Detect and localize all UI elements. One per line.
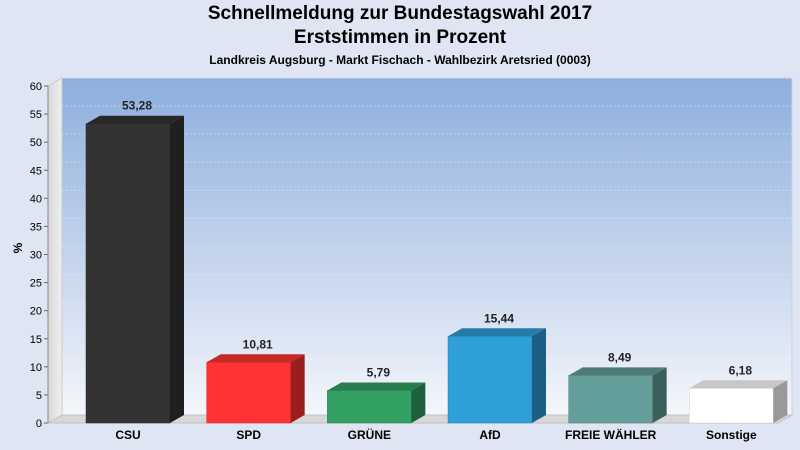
bar-front <box>85 123 171 424</box>
bar-freie-wähler: 8,49 <box>568 350 667 424</box>
bar-front <box>568 375 653 424</box>
bar-value-label: 10,81 <box>243 337 273 351</box>
bar-top <box>86 115 184 124</box>
bar-side <box>290 354 305 423</box>
y-tick-label: 45 <box>30 165 42 177</box>
bar-front <box>689 388 774 424</box>
bar-side <box>411 382 426 423</box>
bars: 53,28 10,81 5,79 15,44 8,49 6,18 <box>85 99 788 424</box>
category-label: FREIE WÄHLER <box>565 427 657 442</box>
category-label: AfD <box>479 428 501 442</box>
bar-top <box>327 382 426 391</box>
bar-top <box>689 380 788 389</box>
bar-value-label: 53,28 <box>122 99 152 113</box>
bar-top <box>568 367 667 376</box>
y-tick-label: 10 <box>30 362 42 374</box>
y-tick-label: 55 <box>30 109 42 121</box>
category-label: SPD <box>236 428 261 442</box>
bar-csu: 53,28 <box>85 99 184 424</box>
bar-front <box>206 362 291 424</box>
y-tick-label: 50 <box>30 137 42 149</box>
bar-top <box>448 328 546 337</box>
bar-side <box>652 367 667 423</box>
bar-value-label: 8,49 <box>608 350 632 364</box>
bar-top <box>206 354 305 363</box>
chart-subtitle: Erststimmen in Prozent <box>293 27 507 48</box>
bar-side <box>170 115 184 423</box>
y-tick-label: 35 <box>30 221 42 233</box>
bar-afd: 15,44 <box>447 311 546 424</box>
bar-value-label: 6,18 <box>729 363 753 377</box>
category-label: CSU <box>115 428 140 442</box>
bar-value-label: 5,79 <box>367 365 391 379</box>
chart-caption: Landkreis Augsburg - Markt Fischach - Wa… <box>209 53 591 67</box>
y-tick-label: 15 <box>30 334 42 346</box>
y-tick-label: 25 <box>30 278 42 290</box>
plot-left-wall <box>47 77 63 424</box>
bar-front <box>327 390 412 424</box>
y-tick-label: 30 <box>30 250 42 262</box>
y-tick-label: 0 <box>36 418 42 430</box>
bar-front <box>447 336 533 424</box>
bar-value-label: 15,44 <box>484 311 514 325</box>
y-tick-label: 5 <box>36 390 42 402</box>
y-tick-label: 20 <box>30 306 42 318</box>
category-label: GRÜNE <box>348 427 391 442</box>
bar-sonstige: 6,18 <box>689 363 788 424</box>
bar-grüne: 5,79 <box>327 365 426 424</box>
y-axis-ticks: 0 5 10 15 20 25 30 35 40 45 50 55 60 <box>30 81 49 430</box>
chart-title: Schnellmeldung zur Bundestagswahl 2017 <box>207 3 593 24</box>
bar-side <box>773 380 788 423</box>
bar-spd: 10,81 <box>206 337 305 424</box>
y-tick-label: 40 <box>30 193 42 205</box>
category-labels: CSU SPD GRÜNE AfD FREIE WÄHLER Sonstige <box>115 427 757 442</box>
bar-side <box>532 328 546 423</box>
category-label: Sonstige <box>706 428 757 442</box>
y-tick-label: 60 <box>30 81 42 93</box>
y-axis-label: % <box>11 242 25 253</box>
